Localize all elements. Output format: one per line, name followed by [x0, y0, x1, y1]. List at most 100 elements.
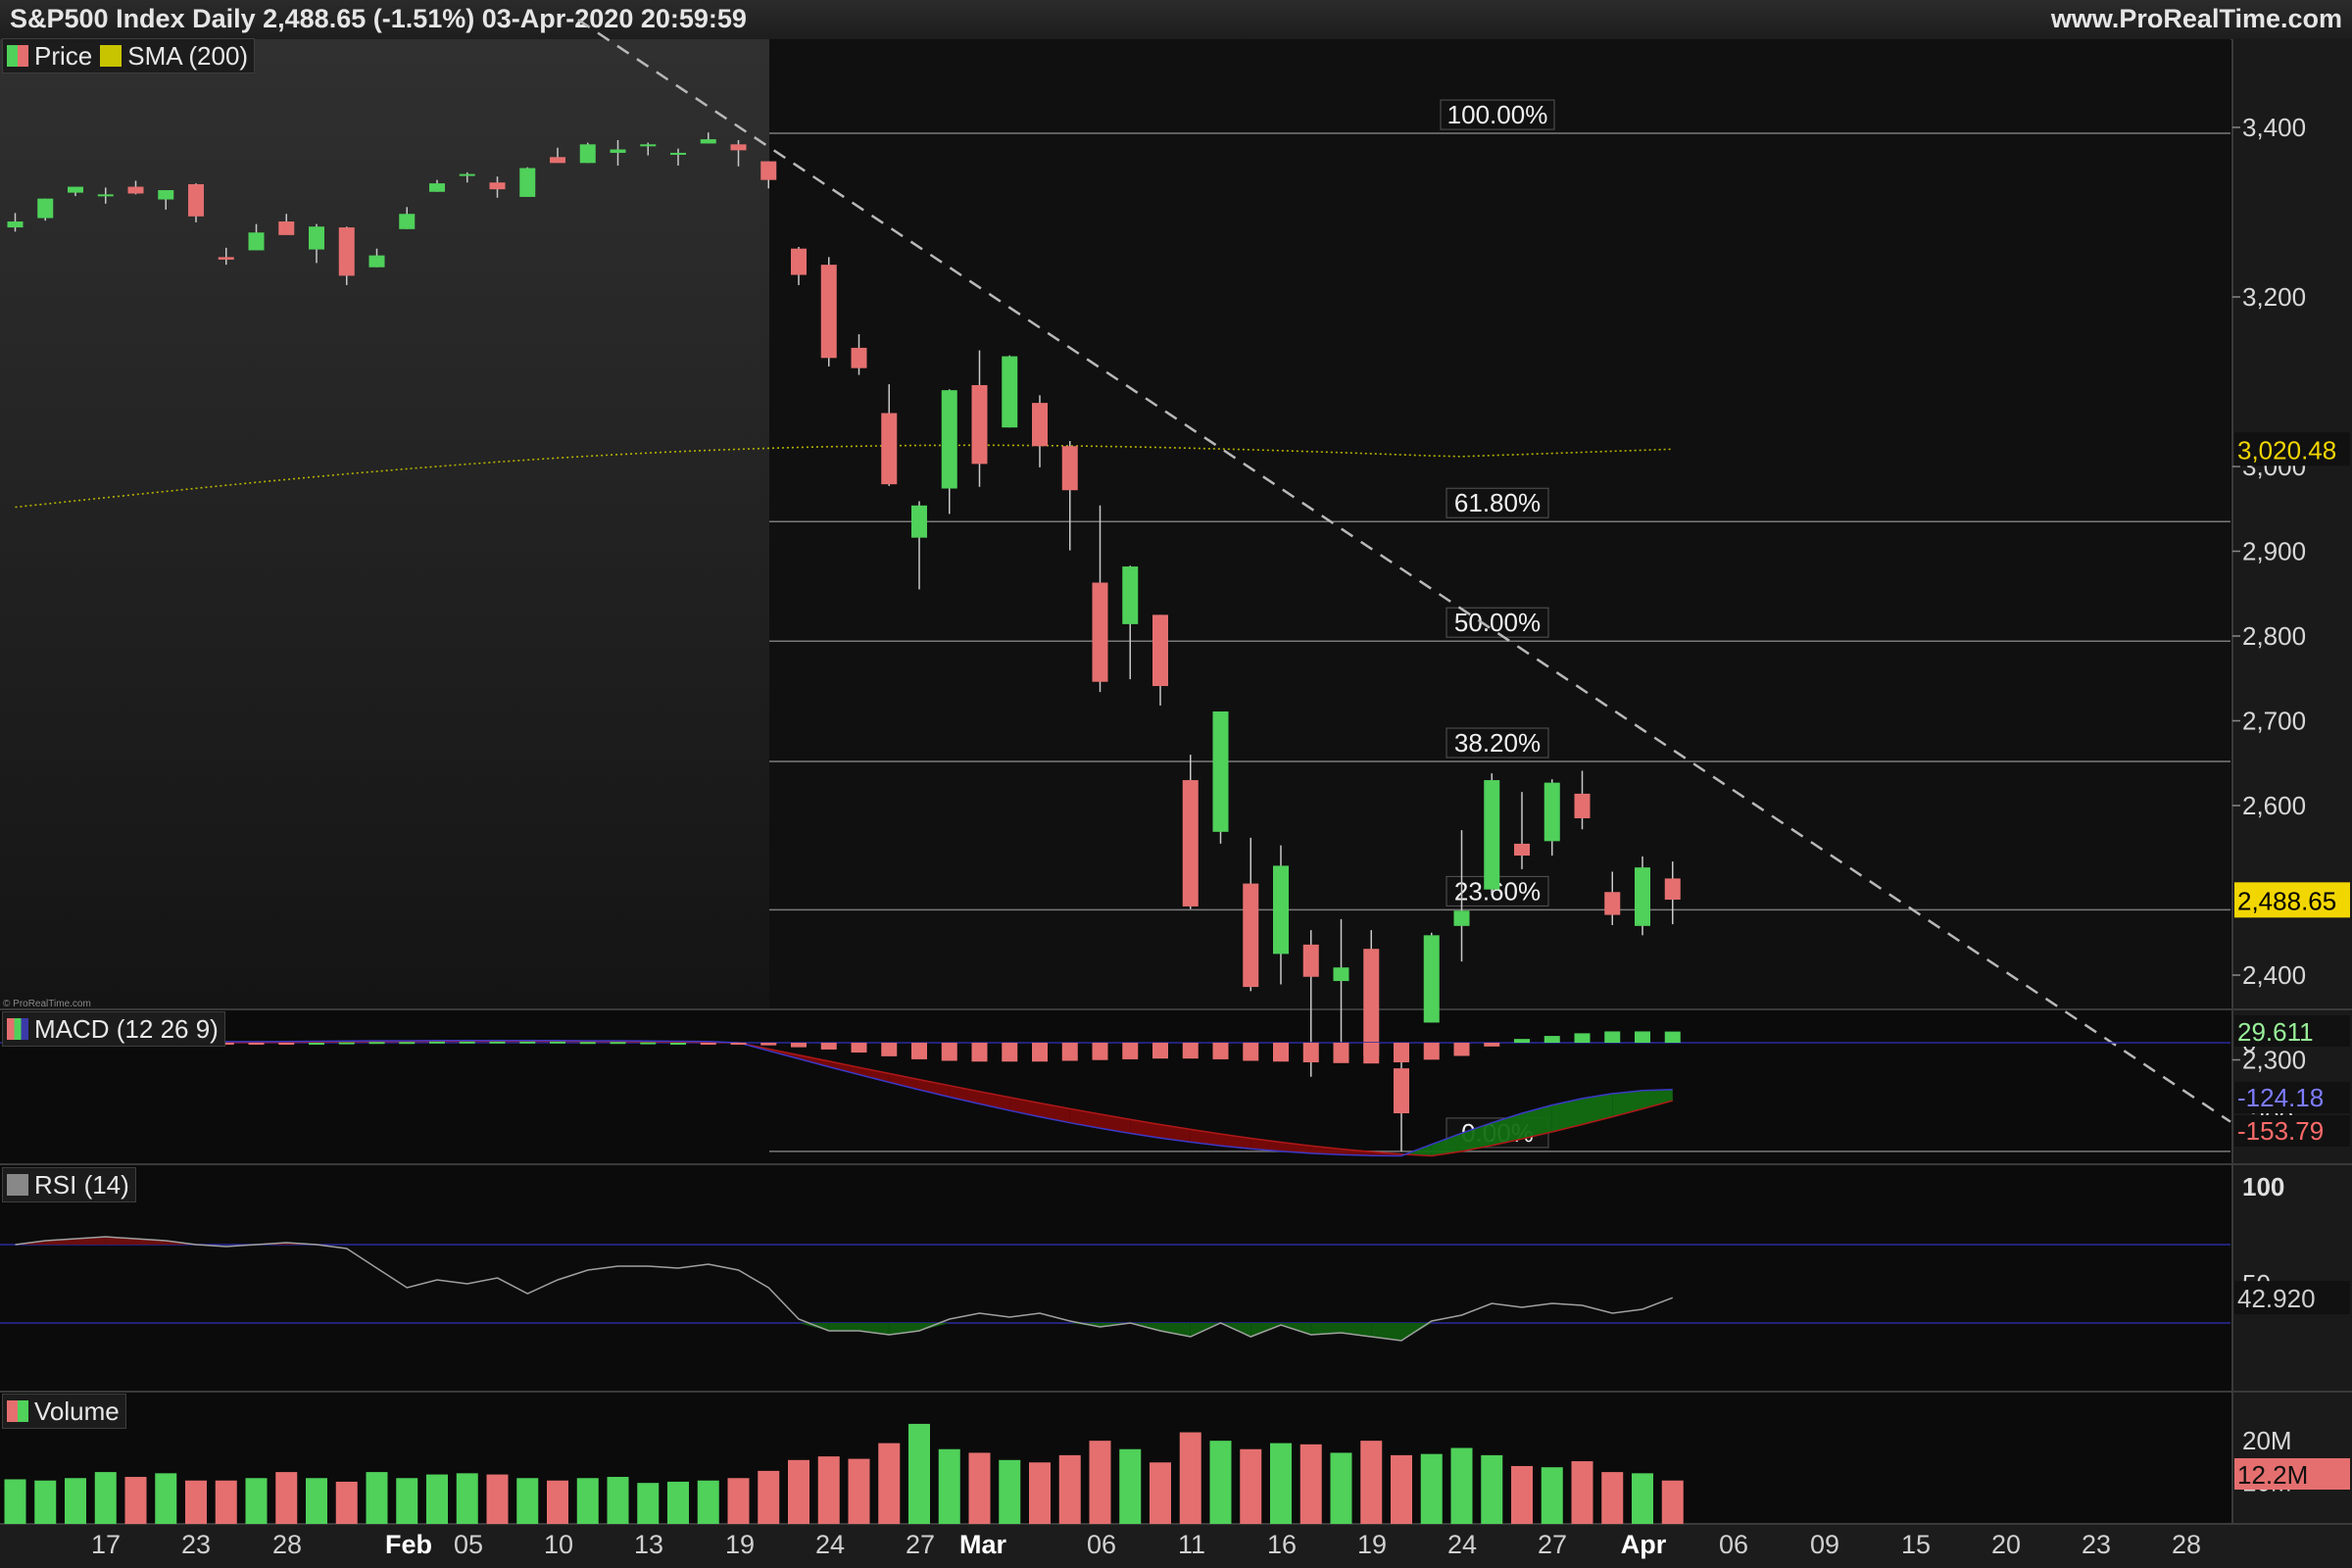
- candle-down[interactable]: [1302, 944, 1319, 977]
- volume-bar-down[interactable]: [124, 1477, 147, 1524]
- macd-hist-bar-up[interactable]: [670, 1043, 686, 1045]
- macd-hist-bar-up[interactable]: [579, 1042, 596, 1045]
- macd-line[interactable]: [15, 1040, 1673, 1157]
- candle-up[interactable]: [1635, 867, 1650, 926]
- volume-bar-up[interactable]: [396, 1478, 418, 1524]
- macd-hist-bar-up[interactable]: [1664, 1031, 1681, 1043]
- volume-bar-down[interactable]: [727, 1478, 750, 1524]
- volume-bar-up[interactable]: [426, 1474, 448, 1524]
- volume-bar-down[interactable]: [335, 1481, 358, 1524]
- candle-up[interactable]: [7, 221, 24, 228]
- macd-hist-bar-down[interactable]: [1122, 1043, 1139, 1059]
- volume-bar-down[interactable]: [758, 1470, 780, 1524]
- macd-hist-bar-down[interactable]: [278, 1043, 295, 1045]
- candle-down[interactable]: [820, 265, 837, 359]
- macd-hist-bar-down[interactable]: [971, 1043, 988, 1062]
- candle-up[interactable]: [1423, 935, 1440, 1023]
- candle-up[interactable]: [368, 255, 385, 268]
- volume-bar-down[interactable]: [878, 1443, 901, 1524]
- volume-bar-up[interactable]: [1420, 1453, 1443, 1524]
- macd-hist-bar-up[interactable]: [640, 1042, 657, 1045]
- macd-hist-bar-up[interactable]: [429, 1041, 445, 1044]
- macd-hist-bar-down[interactable]: [700, 1043, 716, 1045]
- volume-bar-up[interactable]: [1330, 1452, 1352, 1524]
- candle-down[interactable]: [1394, 1068, 1409, 1113]
- volume-bar-up[interactable]: [4, 1479, 26, 1524]
- candle-down[interactable]: [1574, 793, 1591, 818]
- macd-hist-bar-down[interactable]: [1182, 1043, 1199, 1059]
- candle-down[interactable]: [1182, 780, 1199, 906]
- macd-hist-bar-up[interactable]: [1514, 1039, 1530, 1043]
- candle-down[interactable]: [971, 384, 988, 465]
- macd-hist-bar-up[interactable]: [1635, 1031, 1650, 1043]
- macd-hist-bar-down[interactable]: [881, 1043, 898, 1056]
- candle-up[interactable]: [579, 144, 596, 164]
- price-legend[interactable]: Price SMA (200): [2, 38, 256, 74]
- volume-bar-down[interactable]: [968, 1452, 991, 1524]
- candle-down[interactable]: [1243, 883, 1259, 988]
- candle-down[interactable]: [1092, 582, 1108, 682]
- volume-bar-down[interactable]: [275, 1472, 298, 1524]
- candle-up[interactable]: [700, 139, 716, 144]
- volume-bar-up[interactable]: [366, 1472, 388, 1524]
- candle-up[interactable]: [1453, 910, 1470, 926]
- volume-bar-down[interactable]: [547, 1480, 568, 1524]
- candle-down[interactable]: [851, 347, 867, 368]
- candle-down[interactable]: [127, 186, 144, 194]
- candle-down[interactable]: [730, 144, 747, 151]
- candle-down[interactable]: [338, 227, 355, 276]
- macd-hist-bar-down[interactable]: [1092, 1043, 1108, 1060]
- volume-bar-down[interactable]: [1511, 1465, 1533, 1524]
- macd-hist-bar-down[interactable]: [218, 1043, 234, 1045]
- volume-bar-down[interactable]: [1360, 1441, 1383, 1524]
- macd-hist-bar-down[interactable]: [730, 1043, 747, 1045]
- volume-bar-down[interactable]: [1179, 1432, 1201, 1524]
- volume-bar-up[interactable]: [34, 1480, 57, 1524]
- candle-up[interactable]: [911, 505, 927, 538]
- macd-hist-bar-up[interactable]: [519, 1041, 536, 1044]
- candle-down[interactable]: [1604, 892, 1621, 915]
- macd-hist-bar-down[interactable]: [1002, 1043, 1018, 1062]
- candle-down[interactable]: [188, 183, 204, 217]
- macd-hist-bar-up[interactable]: [610, 1042, 626, 1045]
- volume-bar-down[interactable]: [848, 1458, 870, 1524]
- candle-up[interactable]: [670, 152, 686, 155]
- volume-bar-up[interactable]: [607, 1477, 629, 1524]
- candle-down[interactable]: [1152, 614, 1168, 687]
- macd-hist-bar-up[interactable]: [489, 1041, 506, 1044]
- volume-bar-down[interactable]: [1601, 1472, 1624, 1524]
- macd-hist-bar-down[interactable]: [851, 1043, 867, 1054]
- volume-bar-up[interactable]: [667, 1481, 689, 1524]
- candle-down[interactable]: [1061, 446, 1078, 491]
- macd-hist-bar-down[interactable]: [791, 1043, 807, 1048]
- volume-bar-up[interactable]: [516, 1478, 539, 1524]
- volume-bar-down[interactable]: [1029, 1462, 1051, 1524]
- macd-hist-bar-down[interactable]: [1394, 1043, 1409, 1063]
- candle-down[interactable]: [791, 248, 807, 275]
- macd-hist-bar-down[interactable]: [1273, 1043, 1289, 1062]
- macd-hist-bar-up[interactable]: [1574, 1033, 1591, 1043]
- candle-up[interactable]: [37, 198, 54, 219]
- candle-up[interactable]: [640, 144, 657, 147]
- macd-hist-bar-up[interactable]: [309, 1043, 324, 1045]
- candle-down[interactable]: [489, 182, 506, 190]
- candle-up[interactable]: [610, 149, 626, 153]
- volume-bar-down[interactable]: [1571, 1461, 1593, 1524]
- candle-up[interactable]: [399, 214, 416, 229]
- macd-hist-bar-down[interactable]: [1423, 1043, 1440, 1060]
- volume-bar-up[interactable]: [155, 1473, 177, 1524]
- candle-up[interactable]: [248, 232, 265, 251]
- macd-hist-bar-down[interactable]: [1152, 1043, 1168, 1059]
- candle-down[interactable]: [1664, 878, 1681, 901]
- candle-up[interactable]: [1544, 782, 1560, 842]
- macd-hist-bar-down[interactable]: [820, 1043, 837, 1050]
- macd-hist-bar-up[interactable]: [550, 1041, 565, 1044]
- macd-signal-line[interactable]: [15, 1040, 1673, 1157]
- volume-bar-up[interactable]: [697, 1480, 719, 1524]
- volume-bar-up[interactable]: [908, 1423, 930, 1524]
- volume-bar-down[interactable]: [817, 1456, 840, 1524]
- candle-up[interactable]: [68, 186, 83, 193]
- macd-hist-bar-down[interactable]: [1363, 1043, 1380, 1064]
- candle-up[interactable]: [1273, 865, 1289, 955]
- candle-down[interactable]: [881, 413, 898, 485]
